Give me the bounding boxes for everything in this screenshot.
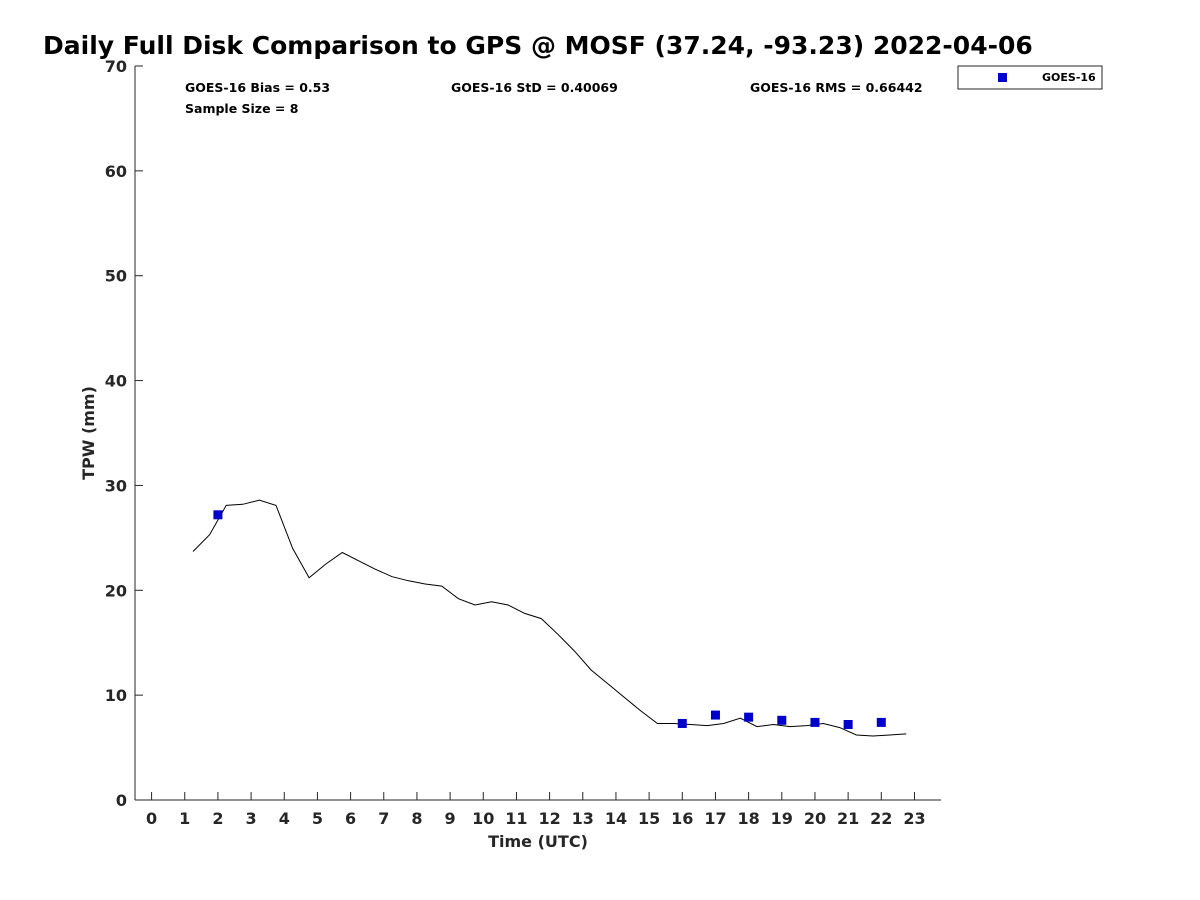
gps-series-line	[192, 499, 907, 737]
x-tick-label: 23	[903, 809, 925, 828]
x-tick-label: 3	[246, 809, 257, 828]
x-tick-label: 2	[212, 809, 223, 828]
x-tick-label: 0	[146, 809, 157, 828]
x-tick-label: 4	[279, 809, 290, 828]
y-tick-label: 40	[105, 372, 127, 391]
y-ticks: 0 10 20 30 40 50 60 70	[105, 57, 143, 810]
x-tick-label: 18	[737, 809, 759, 828]
x-tick-label: 15	[638, 809, 660, 828]
goes-point	[843, 720, 853, 730]
y-axis-label: TPW (mm)	[79, 386, 98, 480]
x-tick-label: 21	[837, 809, 859, 828]
goes-point	[677, 718, 687, 728]
goes-point	[213, 510, 223, 520]
legend-label-goes: GOES-16	[1042, 71, 1096, 84]
x-tick-label: 8	[411, 809, 422, 828]
stat-std: GOES-16 StD = 0.40069	[451, 80, 618, 95]
x-tick-label: 13	[572, 809, 594, 828]
legend-marker-goes	[998, 73, 1007, 82]
goes-point	[777, 715, 787, 725]
x-tick-label: 20	[804, 809, 826, 828]
y-tick-label: 20	[105, 581, 127, 600]
legend-box	[957, 65, 1103, 90]
y-tick-label: 70	[105, 57, 127, 76]
stat-bias: GOES-16 Bias = 0.53	[185, 80, 330, 95]
x-tick-label: 17	[704, 809, 726, 828]
y-tick-label: 60	[105, 162, 127, 181]
goes-point	[876, 717, 886, 727]
goes-series-points	[213, 510, 886, 730]
x-ticks: 0 1 2 3 4 5 6 7 8 9 10 11 12 13 14 15 16 17 18 19 20 21 22 23	[146, 792, 926, 828]
axes	[134, 66, 941, 801]
x-tick-label: 12	[538, 809, 560, 828]
x-tick-label: 9	[445, 809, 456, 828]
x-tick-label: 1	[179, 809, 190, 828]
x-axis-label: Time (UTC)	[488, 832, 588, 851]
goes-point	[744, 712, 754, 722]
goes-point	[710, 710, 720, 720]
legend: GOES-16	[957, 65, 1103, 90]
x-tick-label: 6	[345, 809, 356, 828]
y-tick-label: 0	[116, 791, 127, 810]
y-tick-label: 30	[105, 476, 127, 495]
goes-point	[810, 717, 820, 727]
x-tick-label: 7	[378, 809, 389, 828]
x-tick-label: 11	[505, 809, 527, 828]
x-tick-label: 10	[472, 809, 494, 828]
x-tick-label: 19	[771, 809, 793, 828]
stat-rms: GOES-16 RMS = 0.66442	[750, 80, 923, 95]
y-tick-label: 50	[105, 267, 127, 286]
x-tick-label: 14	[605, 809, 627, 828]
x-tick-label: 22	[870, 809, 892, 828]
chart-title: Daily Full Disk Comparison to GPS @ MOSF…	[43, 31, 1033, 60]
y-tick-label: 10	[105, 686, 127, 705]
x-tick-label: 16	[671, 809, 693, 828]
stat-sample-size: Sample Size = 8	[185, 101, 298, 116]
x-tick-label: 5	[312, 809, 323, 828]
